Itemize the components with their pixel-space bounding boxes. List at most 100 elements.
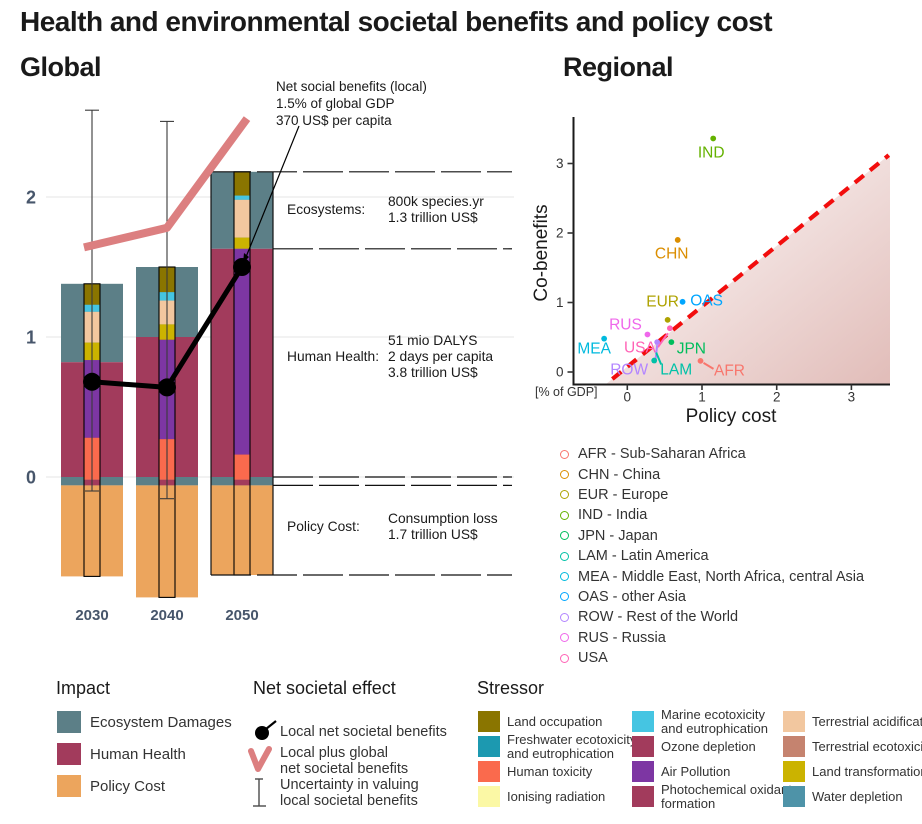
region-legend-item-IND: IND - India [560, 505, 864, 525]
ecosystems-bracket-label: Ecosystems: [287, 202, 366, 217]
scatter-label-EUR: EUR [646, 293, 679, 310]
region-legend-label: IND - India [578, 507, 648, 524]
region-ring-icon [560, 531, 569, 541]
scatter-point-AFR [697, 357, 704, 364]
stressor-legend-label: Ozone depletion [661, 738, 756, 754]
region-legend-label: JPN - Japan [578, 527, 658, 544]
region-ring-icon [560, 490, 569, 500]
region-legend-label: ROW - Rest of the World [578, 609, 739, 626]
stressor-legend-label: Land transformation [812, 763, 922, 779]
local-plus-global-line [83, 116, 251, 252]
region-legend-item-CHN: CHN - China [560, 464, 864, 484]
scatter-point-EUR [664, 316, 671, 323]
region-legend-label: AFR - Sub-Saharan Africa [578, 446, 746, 463]
stressor-legend-label: Ionising radiation [507, 788, 606, 804]
local-plus-global-glyph-icon [248, 746, 272, 772]
stressor-legend-label: Land occupation [507, 713, 603, 729]
ecosystems-value-1: 800k species.yr [388, 194, 484, 209]
region-legend-item-EUR: EUR - Europe [560, 485, 864, 505]
stressor-segment-2050 [234, 237, 250, 249]
region-legend-item-USA: USA [560, 648, 864, 668]
stressor-swatch-icon [478, 761, 500, 782]
region-ring-icon [560, 633, 569, 643]
stressor-legend-item: Ozone depletion [632, 736, 792, 757]
region-legend-label: MEA - Middle East, North Africa, central… [578, 568, 865, 585]
stressor-legend-item: Ionising radiation [478, 786, 636, 807]
stressor-legend-item: Photochemical oxidant formation [632, 783, 792, 810]
scatter-connector-LAM [655, 352, 663, 365]
region-ring-icon [560, 510, 569, 520]
scatter-axes [572, 117, 890, 386]
stressor-legend-item: Terrestrial acidification [783, 711, 922, 732]
scatter-ytick-3: 3 [556, 156, 564, 171]
stressor-segment-2050 [234, 195, 250, 200]
net-societal-effect-legend-title: Net societal effect [253, 678, 396, 698]
global-ytick-2: 2 [26, 188, 36, 208]
region-legend-item-ROW: ROW - Rest of the World [560, 607, 864, 627]
region-ring-icon [560, 449, 569, 459]
scatter-ytick-2: 2 [556, 226, 564, 241]
impact-legend-item: Ecosystem Damages [57, 711, 232, 733]
stressor-legend-label: Freshwater ecotoxicity and eutrophication [507, 732, 637, 761]
scatter-ytick-1: 1 [556, 295, 564, 310]
local-net-benefits-glyph-icon [255, 720, 277, 740]
scatter-label-LAM: LAM [660, 362, 692, 379]
uncertainty-label-2: local societal benefits [280, 793, 418, 809]
region-ring-icon [560, 470, 569, 480]
stressor-legend-label: Terrestrial ecotoxicity [812, 738, 922, 754]
stressor-swatch-icon [783, 786, 805, 807]
stressor-swatch-icon [632, 736, 654, 757]
human-health-value-3: 3.8 trillion US$ [388, 364, 478, 380]
scatter-point-USA [666, 325, 673, 332]
stressor-swatch-icon [632, 761, 654, 782]
regional-panel-heading: Regional [563, 52, 674, 82]
stressor-swatch-icon [478, 736, 500, 757]
policy-cost-bracket-label: Policy Cost: [287, 519, 360, 534]
scatter-point-LAM [651, 357, 658, 364]
region-ring-icon [560, 551, 569, 561]
region-legend-item-MEA: MEA - Middle East, North Africa, central… [560, 566, 864, 586]
local-net-point-2040 [158, 378, 176, 397]
annotation-line-3: 370 US$ per capita [276, 113, 392, 128]
region-legend-item-LAM: LAM - Latin America [560, 546, 864, 566]
stressor-segment-2050 [234, 454, 250, 480]
stressor-legend-label: Human toxicity [507, 763, 593, 779]
stressor-legend-item: Human toxicity [478, 761, 636, 782]
scatter-label-USA: USA [624, 340, 657, 357]
scatter-point-IND [710, 135, 717, 142]
global-ytick-0: 0 [26, 468, 36, 488]
policy-cost-bracket-values: Consumption loss 1.7 trillion US$ [388, 511, 498, 543]
impact-legend-title: Impact [56, 678, 111, 698]
figure-title: Health and environmental societal benefi… [20, 6, 773, 37]
stressor-swatch-icon [478, 711, 500, 732]
local-net-benefits-label: Local net societal benefits [280, 724, 447, 740]
annotation-line-1: Net social benefits (local) [276, 79, 427, 94]
annotation-line-2: 1.5% of global GDP [276, 96, 395, 111]
stressor-legend-title: Stressor [477, 678, 545, 698]
stressor-segment-2050 [234, 199, 250, 238]
human-health-value-1: 51 mio DALYS [388, 333, 478, 348]
stressor-legend-item: Freshwater ecotoxicity and eutrophication [478, 732, 637, 761]
scatter-axis-unit: [% of GDP] [535, 385, 598, 399]
scatter-point-MEA [601, 335, 608, 342]
scatter-xtick-3: 3 [848, 390, 856, 405]
scatter-xtick-2: 2 [773, 390, 781, 405]
stressor-legend-label: Terrestrial acidification [812, 713, 922, 729]
stressor-swatch-icon [632, 711, 654, 732]
scatter-point-CHN [674, 237, 681, 243]
scatter-label-ROW: ROW [610, 362, 648, 379]
region-legend-item-OAS: OAS - other Asia [560, 587, 864, 607]
scatter-connector-AFR [702, 362, 715, 370]
stressor-legend-column-2: Marine ecotoxicity and eutrophication Ozon… [632, 708, 792, 811]
stressor-legend-item: Air Pollution [632, 761, 792, 782]
impact-swatch-icon [57, 775, 81, 797]
stressor-segment-2050 [234, 171, 250, 196]
net-social-benefits-annotation: Net social benefits (local) 1.5% of glob… [276, 78, 427, 129]
region-legend-item-AFR: AFR - Sub-Saharan Africa [560, 444, 864, 464]
global-panel-heading: Global [20, 52, 102, 82]
scatter-xaxis-title: Policy cost [685, 406, 777, 427]
stressor-legend-item: Land transformation [783, 761, 922, 782]
impact-swatch-icon [57, 743, 81, 765]
region-ring-icon [560, 612, 569, 622]
stressor-legend-item: Water depletion [783, 786, 922, 807]
